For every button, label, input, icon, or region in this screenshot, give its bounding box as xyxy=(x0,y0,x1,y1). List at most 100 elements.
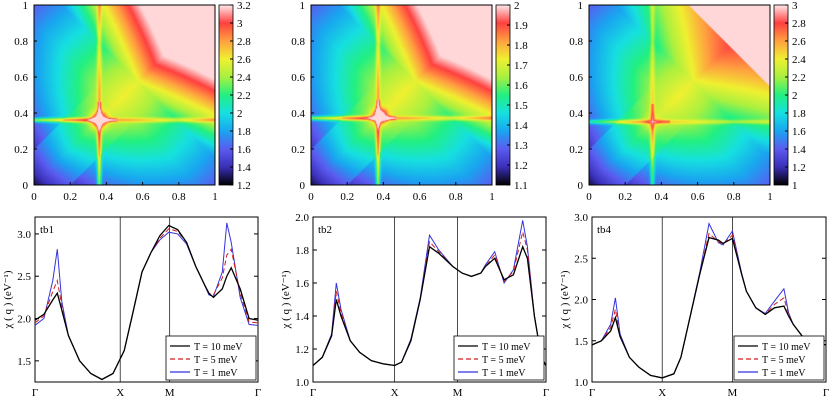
colorbar-tick-label: 1.8 xyxy=(514,40,528,52)
y-tick-label: 0.8 xyxy=(14,36,28,48)
y-tick-label: 0.2 xyxy=(14,144,28,156)
legend-box xyxy=(453,335,545,381)
x-tick-label: Γ xyxy=(589,387,595,399)
y-tick-label: 0.4 xyxy=(14,108,28,120)
x-tick-label: M xyxy=(165,387,175,399)
y-tick-label: 1.0 xyxy=(574,377,588,389)
panel-label: tb1 xyxy=(40,224,54,236)
legend-label: T = 10 meV xyxy=(194,342,243,353)
heatmap-1-image xyxy=(34,5,215,185)
y-tick-label: 2.0 xyxy=(574,295,588,307)
colorbar-tick-label: 2 xyxy=(514,0,520,12)
heatmap-3-image xyxy=(589,5,770,185)
x-tick-label: 0.2 xyxy=(340,191,354,203)
legend-box xyxy=(733,335,825,381)
series-line xyxy=(312,231,547,367)
y-axis-label: χ ( q ) (eV⁻¹) xyxy=(2,270,14,329)
heatmap-1-frame xyxy=(33,4,216,186)
colorbar-tick-label: 1.7 xyxy=(514,60,528,72)
colorbar-tick-label: 2.2 xyxy=(237,90,251,102)
x-tick-label: Γ xyxy=(310,387,316,399)
colorbar-tick-label: 1.8 xyxy=(237,126,251,138)
colorbar-tick-label: 1.2 xyxy=(237,180,251,192)
colorbar-tick-label: 1.4 xyxy=(792,144,806,156)
colorbar-tick-label: 1.4 xyxy=(237,162,251,174)
colorbar-tick-label: 2.6 xyxy=(237,54,251,66)
x-tick-label: Γ xyxy=(543,387,549,399)
x-tick-label: 0.4 xyxy=(377,191,391,203)
colorbar-tick-label: 1.4 xyxy=(514,120,528,132)
colorbar-tick-label: 3.2 xyxy=(237,0,251,12)
y-tick-label: 1.6 xyxy=(295,278,309,290)
x-tick-label: 1 xyxy=(212,191,218,203)
x-tick-label: M xyxy=(453,387,463,399)
x-tick-label: 0.6 xyxy=(136,191,150,203)
x-tick-label: 0.4 xyxy=(100,191,114,203)
y-axis-label: χ ( q ) (eV⁻¹) xyxy=(280,270,292,329)
heatmap-panel-2: 0 0.2 0.4 0.6 0.8 1 0 0.2 0.4 0.6 0.8 1 1.1 1.2 1.3 1.4… xyxy=(291,0,528,203)
y-tick-label: 1.0 xyxy=(295,377,309,389)
series-line xyxy=(34,224,259,381)
y-axis-label: χ ( q ) (eV⁻¹) xyxy=(559,270,571,329)
x-tick-label: 1 xyxy=(767,191,773,203)
y-tick-label: 0 xyxy=(23,180,29,192)
panel-label: tb4 xyxy=(597,224,612,236)
y-tick-label: 0.2 xyxy=(569,144,583,156)
y-tick-label: 0.6 xyxy=(291,72,305,84)
colorbar-tick-label: 2.4 xyxy=(237,72,251,84)
x-tick-label: 0.6 xyxy=(691,191,705,203)
colorbar-tick-label: 2.8 xyxy=(237,36,251,48)
x-tick-label: 0 xyxy=(586,191,592,203)
y-tick-label: 0.6 xyxy=(14,72,28,84)
y-tick-label: 2.0 xyxy=(17,314,31,326)
legend-label: T = 10 meV xyxy=(762,342,811,353)
y-tick-label: 0.6 xyxy=(569,72,583,84)
series-line xyxy=(312,220,547,367)
y-tick-label: 2.5 xyxy=(574,253,588,265)
legend-label: T = 1 meV xyxy=(762,368,806,379)
y-tick-label: 0.8 xyxy=(291,36,305,48)
colorbar-tick-label: 2.2 xyxy=(792,72,806,84)
legend-label: T = 10 meV xyxy=(482,342,531,353)
colorbar-tick-label: 1.6 xyxy=(514,80,528,92)
colorbar-tick-label: 1.1 xyxy=(514,180,528,192)
legend-label: T = 5 meV xyxy=(762,355,806,366)
x-tick-label: 0.8 xyxy=(727,191,741,203)
x-tick-label: 0 xyxy=(31,191,37,203)
colorbar-tick-label: 1.3 xyxy=(514,140,528,152)
legend-box xyxy=(165,335,257,381)
x-tick-label: 0.8 xyxy=(172,191,186,203)
colorbar-tick-label: 1.6 xyxy=(237,144,251,156)
colorbar-tick-label: 2 xyxy=(792,90,798,102)
y-tick-label: 0.4 xyxy=(291,108,305,120)
x-tick-label: X xyxy=(658,387,666,399)
x-tick-label: Γ xyxy=(32,387,38,399)
colorbar-tick-label: 1.5 xyxy=(514,100,528,112)
heatmap-panel-3: 0 0.2 0.4 0.6 0.8 1 0 0.2 0.4 0.6 0.8 1 1 1.2 1.4 1.6 1.… xyxy=(569,0,806,203)
line-panel-tb1: Γ X M Γ 1.5 2.0 2.5 3.0 χ ( q ) (eV⁻¹) tb1 T = 10 … xyxy=(2,216,261,399)
colorbar-tick-label: 3 xyxy=(237,18,243,30)
x-tick-label: 0.2 xyxy=(63,191,77,203)
colorbar-tick-label: 3 xyxy=(792,0,798,12)
y-tick-label: 1.5 xyxy=(574,336,588,348)
x-tick-label: 0.2 xyxy=(618,191,632,203)
x-tick-label: 0.4 xyxy=(655,191,669,203)
plot-frame xyxy=(34,216,259,383)
colorbar-tick-label: 1.9 xyxy=(514,20,528,32)
x-tick-label: X xyxy=(116,387,124,399)
y-tick-label: 2.5 xyxy=(17,271,31,283)
y-tick-label: 1 xyxy=(23,0,29,12)
y-tick-label: 0 xyxy=(300,180,306,192)
y-tick-label: 1 xyxy=(578,0,584,12)
y-tick-label: 0.8 xyxy=(569,36,583,48)
y-tick-label: 3.0 xyxy=(574,212,588,224)
x-tick-label: 0.8 xyxy=(449,191,463,203)
series-line xyxy=(591,236,827,379)
x-tick-label: X xyxy=(391,387,399,399)
legend-label: T = 1 meV xyxy=(482,368,526,379)
x-tick-label: 0.6 xyxy=(413,191,427,203)
y-tick-label: 3.0 xyxy=(17,229,31,241)
colorbar-tick-label: 1.8 xyxy=(792,108,806,120)
x-tick-label: 0 xyxy=(308,191,314,203)
